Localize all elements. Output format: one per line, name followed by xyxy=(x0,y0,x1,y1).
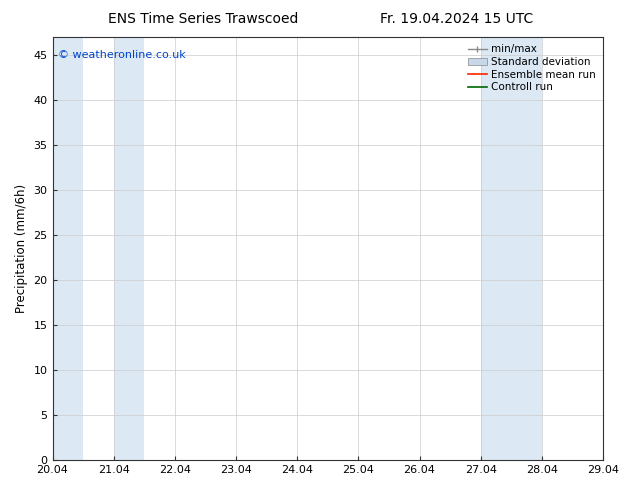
Bar xyxy=(511,37,542,460)
Bar xyxy=(113,37,145,460)
Bar xyxy=(603,37,633,460)
Bar xyxy=(481,37,511,460)
Y-axis label: Precipitation (mm/6h): Precipitation (mm/6h) xyxy=(15,184,28,313)
Text: ENS Time Series Trawscoed: ENS Time Series Trawscoed xyxy=(108,12,298,26)
Legend: min/max, Standard deviation, Ensemble mean run, Controll run: min/max, Standard deviation, Ensemble me… xyxy=(466,42,598,94)
Text: © weatheronline.co.uk: © weatheronline.co.uk xyxy=(58,50,186,60)
Text: Fr. 19.04.2024 15 UTC: Fr. 19.04.2024 15 UTC xyxy=(380,12,533,26)
Bar xyxy=(53,37,83,460)
